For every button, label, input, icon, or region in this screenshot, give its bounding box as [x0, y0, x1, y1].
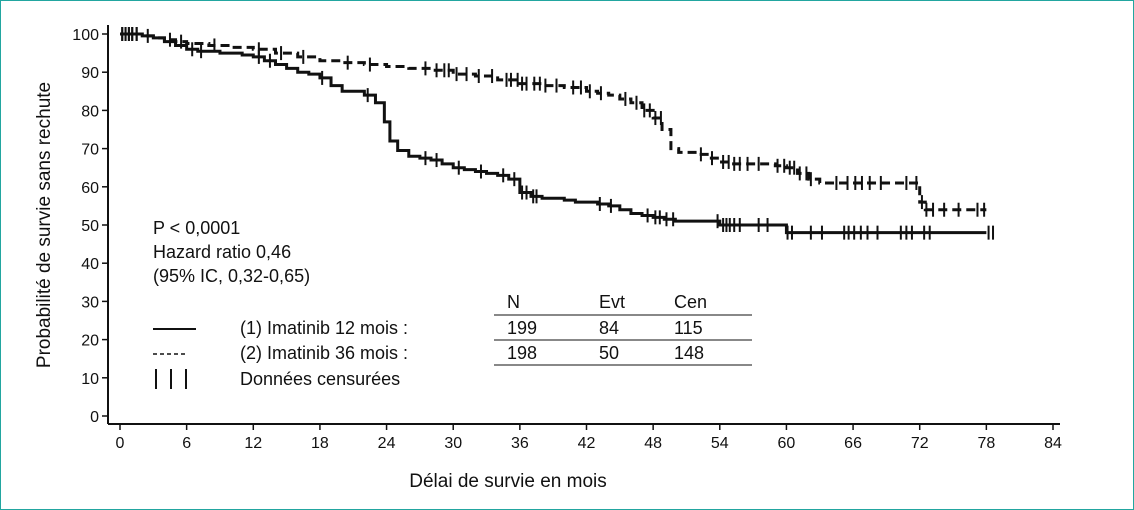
x-tick-label: 48: [644, 435, 662, 452]
stat-p-value: P < 0,0001: [153, 218, 240, 238]
table-cell-cen-2: 148: [674, 343, 704, 363]
table-header-n: N: [507, 292, 520, 312]
table-cell-evt-2: 50: [599, 343, 619, 363]
legend-label-12-mois: (1) Imatinib 12 mois :: [240, 318, 408, 338]
x-tick-label: 36: [511, 435, 529, 452]
x-tick-label: 0: [116, 435, 125, 452]
y-tick-label: 0: [90, 409, 99, 426]
y-tick-label: 20: [81, 333, 99, 350]
x-tick-label: 78: [977, 435, 995, 452]
x-axis-label: Délai de survie en mois: [409, 471, 606, 492]
x-tick-label: 12: [244, 435, 262, 452]
censor-marks: [121, 27, 995, 240]
table-cell-cen-1: 115: [674, 318, 703, 338]
x-tick-label: 72: [911, 435, 929, 452]
x-tick-label: 54: [711, 435, 729, 452]
y-axis-label: Probabilité de survie sans rechute: [34, 82, 55, 368]
legend-label-36-mois: (2) Imatinib 36 mois :: [240, 343, 408, 363]
y-tick-label: 40: [81, 256, 99, 273]
legend-label-censored: Données censurées: [240, 369, 400, 389]
y-tick-label: 100: [72, 27, 99, 44]
x-tick-label: 18: [311, 435, 329, 452]
y-tick-label: 80: [81, 103, 99, 120]
curve-imatinib-36-mois: [120, 32, 987, 212]
x-tick-label: 24: [378, 435, 396, 452]
y-tick-label: 60: [81, 180, 99, 197]
curve-imatinib-12-mois: [120, 32, 987, 235]
y-tick-label: 70: [81, 142, 99, 159]
curves: [120, 32, 987, 235]
legend-censor-marks-icon: [155, 369, 187, 389]
table-cell-n-2: 198: [507, 343, 537, 363]
table-header-cen: Cen: [674, 292, 707, 312]
x-tick-label: 60: [778, 435, 796, 452]
x-tick-label: 84: [1044, 435, 1062, 452]
stat-hazard-ratio: Hazard ratio 0,46: [153, 242, 291, 262]
y-tick-label: 30: [81, 294, 99, 311]
x-tick-label: 42: [578, 435, 596, 452]
x-tick-label: 30: [444, 435, 462, 452]
x-tick-label: 6: [182, 435, 191, 452]
x-tick-label: 66: [844, 435, 862, 452]
table-cell-evt-1: 84: [599, 318, 619, 338]
legend-table: N Evt Cen (1) Imatinib 12 mois : 199 84 …: [153, 292, 752, 389]
table-cell-n-1: 199: [507, 318, 537, 338]
y-tick-label: 10: [81, 371, 99, 388]
y-tick-label: 90: [81, 65, 99, 82]
y-tick-label: 50: [81, 218, 99, 235]
axes: 0 10 20 30 40 50 60 70 80 90 100 0 6 12 18 24 30 36 42 48 54…: [72, 25, 1062, 452]
stat-confidence-interval: (95% IC, 0,32-0,65): [153, 266, 310, 286]
table-header-evt: Evt: [599, 292, 625, 312]
